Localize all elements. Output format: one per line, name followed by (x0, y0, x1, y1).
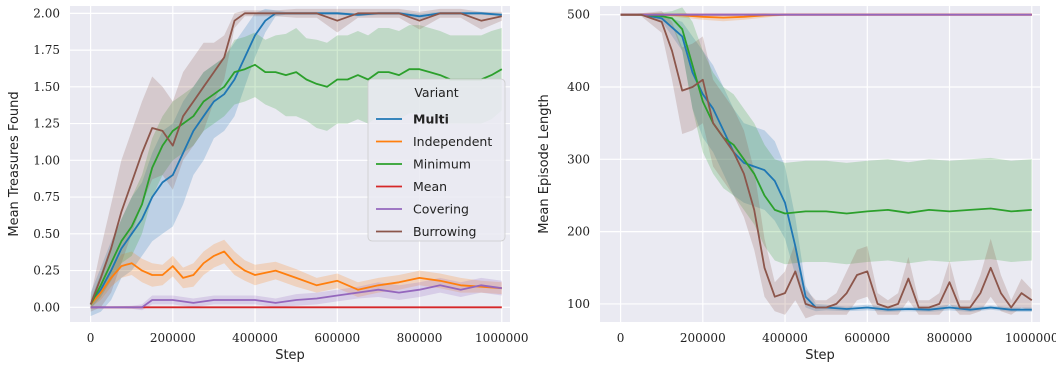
x-tick-label: 1000000 (1005, 331, 1056, 345)
x-tick-label: 1000000 (475, 331, 528, 345)
x-tick-label: 400000 (762, 331, 808, 345)
legend-entry-covering: Covering (413, 202, 469, 217)
legend-entry-minimum: Minimum (413, 157, 471, 172)
x-tick-label: 800000 (397, 331, 443, 345)
y-tick-label: 400 (567, 80, 590, 94)
legend: Variant Multi Independent Minimum Mean Coveri… (367, 78, 506, 242)
y-tick-label: 0.25 (33, 264, 60, 278)
x-tick-label: 600000 (844, 331, 890, 345)
y-tick-label: 1.50 (33, 80, 60, 94)
legend-entry-mean: Mean (413, 179, 447, 194)
chart-right-episode-length: 0 200000 400000 600000 800000 1000000 100 200 30… (537, 6, 1056, 363)
legend-box (367, 78, 506, 242)
y-tick-label: 1.25 (33, 117, 60, 131)
y-tick-label: 2.00 (33, 6, 60, 20)
y-tick-label: 1.00 (33, 153, 60, 167)
series-group (620, 7, 1033, 319)
band-multi (90, 8, 502, 317)
y-tick-label: 0.00 (33, 300, 60, 314)
band-burrowing (620, 11, 1032, 319)
x-axis-label: Step (805, 348, 835, 363)
line-burrowing (620, 13, 1033, 309)
legend-entry-independent: Independent (413, 134, 492, 149)
band-multi (620, 14, 1032, 312)
line-independent (89, 250, 502, 305)
line-minimum (89, 63, 503, 305)
x-tick-label: 200000 (680, 331, 726, 345)
y-axis-label: Mean Treasures Found (7, 91, 22, 236)
x-tick-label: 400000 (232, 331, 278, 345)
legend-entry-multi: Multi (413, 112, 449, 127)
line-covering (90, 284, 502, 309)
line-burrowing (89, 12, 502, 305)
y-tick-label: 1.75 (33, 43, 60, 57)
y-tick-label: 500 (567, 8, 590, 22)
x-tick-label: 200000 (150, 331, 196, 345)
line-minimum (620, 13, 1032, 215)
y-tick-label: 200 (567, 225, 590, 239)
y-tick-label: 0.50 (33, 227, 60, 241)
x-tick-label: 600000 (314, 331, 360, 345)
x-tick-label: 800000 (927, 331, 973, 345)
x-tick-label: 0 (87, 331, 95, 345)
band-minimum (620, 7, 1032, 265)
legend-entry-burrowing: Burrowing (413, 224, 476, 239)
band-burrowing (90, 8, 502, 312)
legend-title: Variant (414, 85, 458, 100)
y-tick-label: 0.75 (33, 190, 60, 204)
y-tick-label: 100 (567, 297, 590, 311)
y-tick-label: 300 (567, 152, 590, 166)
band-independent (90, 239, 502, 308)
y-axis-label: Mean Episode Length (537, 94, 552, 234)
chart-left-treasures: 0 200000 400000 600000 800000 1000000 0.00 0.25… (7, 6, 529, 363)
x-tick-label: 0 (617, 331, 625, 345)
x-axis-label: Step (275, 348, 305, 363)
